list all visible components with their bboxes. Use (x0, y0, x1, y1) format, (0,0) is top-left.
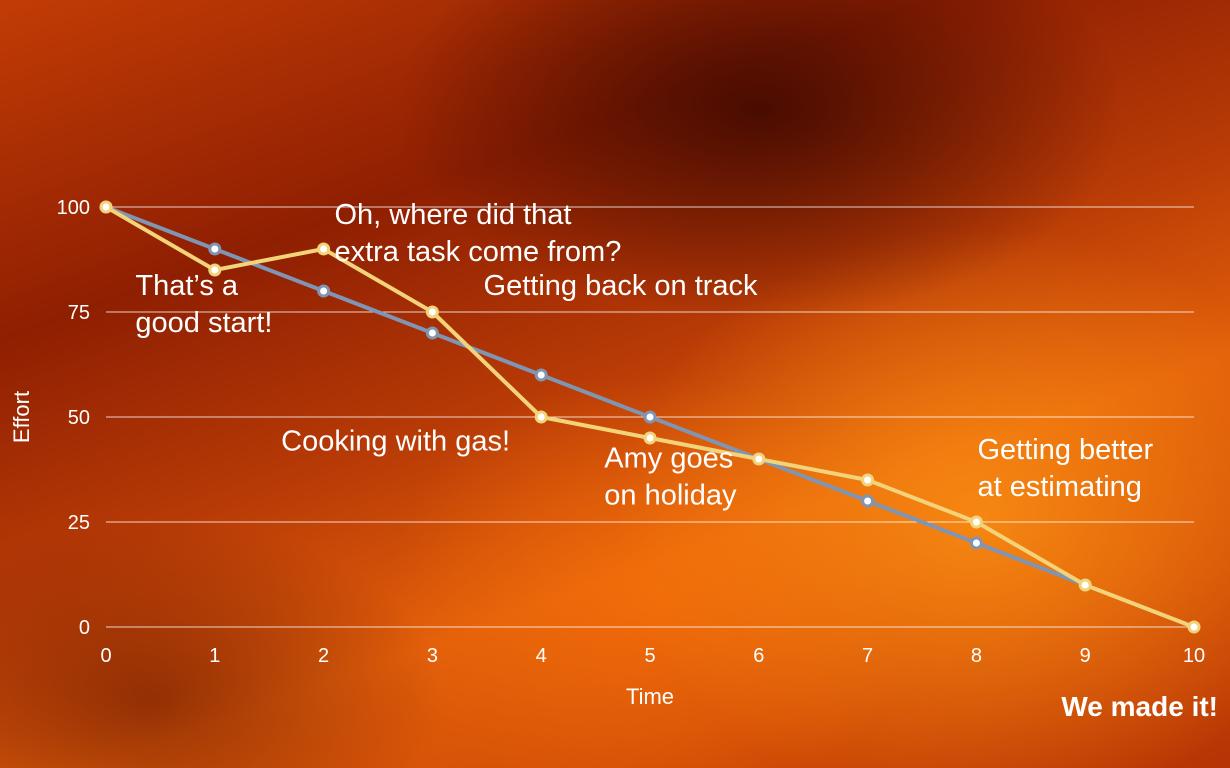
x-tick-label: 0 (100, 645, 111, 667)
data-point-actual (861, 473, 875, 487)
data-point-actual (1187, 620, 1201, 634)
final-note: We made it! (1061, 691, 1218, 722)
y-tick-label: 25 (68, 512, 90, 534)
data-point-actual (99, 200, 113, 214)
x-tick-label: 4 (536, 645, 547, 667)
x-tick-label: 10 (1183, 645, 1205, 667)
x-axis-ticks: 0 1 2 3 4 5 6 7 8 9 10 (100, 645, 1205, 667)
data-point-actual (534, 410, 548, 424)
y-axis-title: Effort (9, 391, 34, 443)
data-point-actual (643, 431, 657, 445)
x-tick-label: 8 (971, 645, 982, 667)
y-tick-label: 50 (68, 407, 90, 429)
chart-annotation: Getting back on track (484, 270, 759, 302)
chart-annotation: Amy goes on holiday (604, 442, 737, 511)
chart-annotation: Cooking with gas! (281, 426, 510, 458)
x-tick-label: 9 (1080, 645, 1091, 667)
x-tick-label: 5 (644, 645, 655, 667)
data-point-actual (752, 452, 766, 466)
data-point-ideal (317, 284, 331, 298)
series-lines (99, 200, 1201, 634)
y-axis-ticks: 0 25 50 75 100 (57, 197, 90, 639)
annotations: Oh, where did that extra task come from? T… (135, 199, 1153, 512)
data-point-actual (1078, 578, 1092, 592)
data-point-actual (208, 263, 222, 277)
x-tick-label: 6 (753, 645, 764, 667)
x-tick-label: 1 (209, 645, 220, 667)
data-point-ideal (969, 536, 983, 550)
y-tick-label: 75 (68, 302, 90, 324)
chart-annotation: Getting better at estimating (977, 434, 1153, 503)
data-point-ideal (643, 410, 657, 424)
data-point-ideal (208, 242, 222, 256)
data-point-actual (969, 515, 983, 529)
data-point-ideal (861, 494, 875, 508)
series-line-ideal (104, 205, 1088, 587)
data-point-ideal (534, 368, 548, 382)
x-tick-label: 3 (427, 645, 438, 667)
chart-annotation: Oh, where did that extra task come from? (334, 199, 621, 268)
chart-annotation: That’s a good start! (135, 270, 272, 339)
x-tick-label: 2 (318, 645, 329, 667)
x-axis-title: Time (626, 684, 674, 709)
data-point-actual (425, 305, 439, 319)
data-point-ideal (425, 326, 439, 340)
y-tick-label: 0 (79, 617, 90, 639)
data-point-actual (317, 242, 331, 256)
x-tick-label: 7 (862, 645, 873, 667)
y-tick-label: 100 (57, 197, 90, 219)
